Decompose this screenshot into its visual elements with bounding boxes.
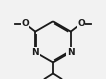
Text: O: O: [77, 19, 85, 28]
Text: N: N: [31, 48, 39, 57]
Text: N: N: [67, 48, 75, 57]
Text: O: O: [21, 19, 29, 28]
